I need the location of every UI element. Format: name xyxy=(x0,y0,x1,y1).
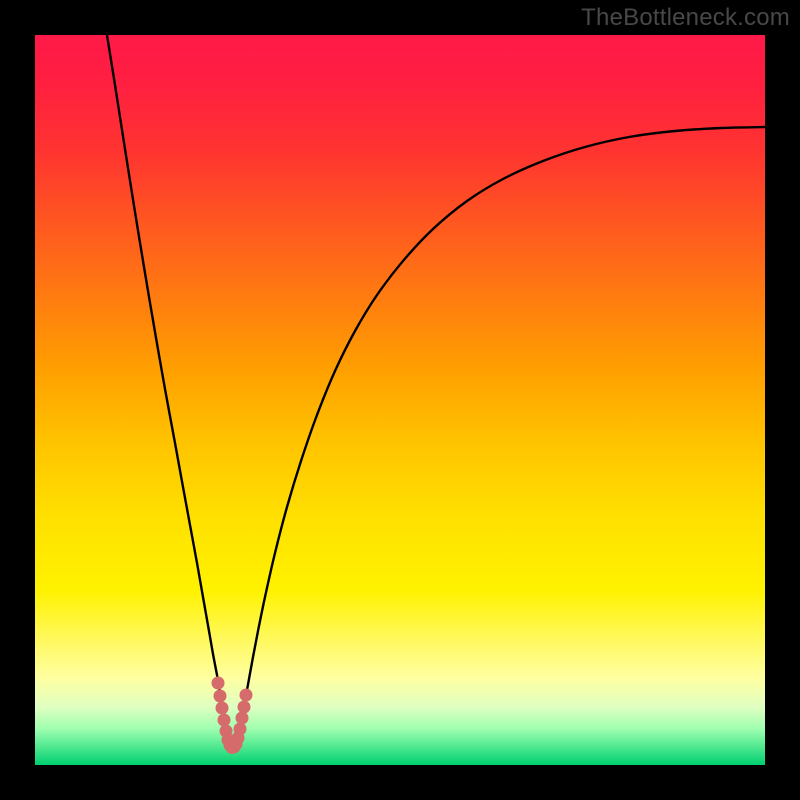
plot-background xyxy=(35,35,765,765)
optimum-dot xyxy=(214,690,227,703)
bottleneck-chart xyxy=(0,0,800,800)
optimum-dot xyxy=(238,701,251,714)
optimum-dot xyxy=(216,702,229,715)
optimum-dot xyxy=(236,712,249,725)
optimum-dot xyxy=(240,689,253,702)
optimum-dot xyxy=(212,677,225,690)
watermark-text: TheBottleneck.com xyxy=(581,4,790,32)
chart-container: TheBottleneck.com xyxy=(0,0,800,800)
optimum-dot xyxy=(218,714,231,727)
optimum-dot xyxy=(234,723,247,736)
